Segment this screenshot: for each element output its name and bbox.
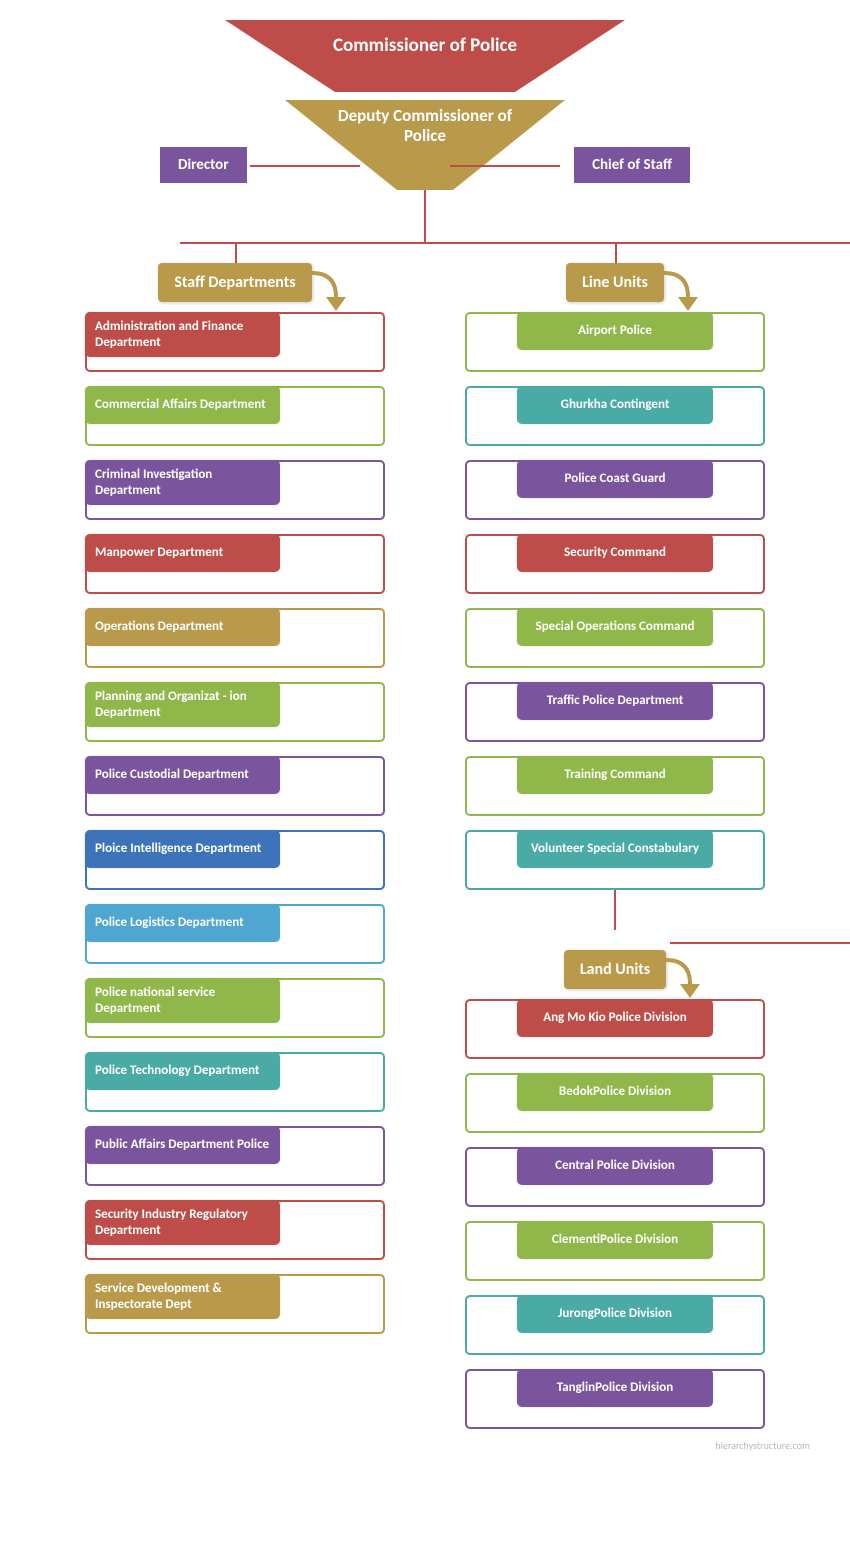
org-item: JurongPolice Division [465,1295,765,1355]
org-item: Police Technology Department [85,1052,385,1112]
org-item: Administration and Finance Department [85,312,385,372]
section-gap [465,890,765,930]
v-connector [615,242,617,264]
section-header-text: Staff Departments [174,273,295,292]
section-header-line: Line Units [566,263,664,302]
side-row: Director Chief of Staff [160,147,690,183]
org-item: Commercial Affairs Department [85,386,385,446]
org-item-label: Manpower Department [85,534,280,572]
org-item-label: Commercial Affairs Department [85,386,280,424]
org-item: Manpower Department [85,534,385,594]
org-item-label: JurongPolice Division [517,1295,712,1333]
commissioner-block: Commissioner of Police [225,20,625,97]
org-item: Police national service Department [85,978,385,1038]
org-item-label: Police Custodial Department [85,756,280,794]
org-item: Special Operations Command [465,608,765,668]
org-item: Criminal Investigation Department [85,460,385,520]
arrow-icon [662,958,702,1003]
section-header-staff: Staff Departments [158,263,311,302]
far-right-hconnector [670,942,850,944]
org-item: Ang Mo Kio Police Division [465,999,765,1059]
org-item: BedokPolice Division [465,1073,765,1133]
org-item-label: Service Development & Inspectorate Dept [85,1274,280,1319]
org-item: Planning and Organizat - ion Department [85,682,385,742]
commissioner-title: Commissioner of Police [225,34,625,57]
org-item-label: Police national service Department [85,978,280,1023]
section-header-text: Line Units [582,273,648,292]
org-item-label: ClementiPolice Division [517,1221,712,1259]
org-item: Police Logistics Department [85,904,385,964]
org-item-label: Planning and Organizat - ion Department [85,682,280,727]
org-item-label: Operations Department [85,608,280,646]
org-item-label: Special Operations Command [517,608,712,646]
org-item: Airport Police [465,312,765,372]
org-item-label: Ang Mo Kio Police Division [517,999,712,1037]
org-item: ClementiPolice Division [465,1221,765,1281]
arrow-icon [660,271,700,316]
org-item: Public Affairs Department Police [85,1126,385,1186]
org-item-label: Police Logistics Department [85,904,280,942]
line-items: Airport Police Ghurkha Contingent Police C… [465,312,765,890]
org-item-label: Traffic Police Department [517,682,712,720]
org-item: Ghurkha Contingent [465,386,765,446]
org-item-label: Training Command [517,756,712,794]
org-item: Service Development & Inspectorate Dept [85,1274,385,1334]
connector-line [250,165,360,167]
org-item-label: Public Affairs Department Police [85,1126,280,1164]
v-connector [235,242,237,264]
org-item: Volunteer Special Constabulary [465,830,765,890]
watermark: hierarchystructure.com [30,1439,820,1452]
org-item: Operations Department [85,608,385,668]
org-item-label: Airport Police [517,312,712,350]
org-item: Police Custodial Department [85,756,385,816]
connector-line [450,165,560,167]
staff-items: Administration and Finance Department Com… [85,312,385,1334]
left-column: Staff Departments Administration and Fin… [85,243,385,1429]
right-column: Line Units Airport Police Ghurkha Conting… [465,243,765,1429]
org-chart: Commissioner of Police Deputy Commission… [30,20,820,1429]
org-item-label: Security Command [517,534,712,572]
org-item: Ploice Intelligence Department [85,830,385,890]
org-item-label: Administration and Finance Department [85,312,280,357]
org-item-label: Police Technology Department [85,1052,280,1090]
org-item: Central Police Division [465,1147,765,1207]
org-item-label: Criminal Investigation Department [85,460,280,505]
arrow-icon [308,271,348,316]
org-item: TanglinPolice Division [465,1369,765,1429]
org-item-label: Ploice Intelligence Department [85,830,280,868]
org-item-label: BedokPolice Division [517,1073,712,1111]
director-box: Director [160,147,247,183]
org-item-label: TanglinPolice Division [517,1369,712,1407]
org-item: Training Command [465,756,765,816]
deputy-title: Deputy Commissioner of Police [325,106,525,147]
columns-wrapper: Staff Departments Administration and Fin… [30,243,820,1429]
org-item: Security Industry Regulatory Department [85,1200,385,1260]
org-item-label: Police Coast Guard [517,460,712,498]
org-item: Police Coast Guard [465,460,765,520]
section-header-text: Land Units [580,960,650,979]
org-item: Security Command [465,534,765,594]
org-item-label: Volunteer Special Constabulary [517,830,712,868]
section-header-land: Land Units [564,950,666,989]
chief-of-staff-box: Chief of Staff [574,147,690,183]
org-item: Traffic Police Department [465,682,765,742]
org-item-label: Security Industry Regulatory Department [85,1200,280,1245]
org-item-label: Central Police Division [517,1147,712,1185]
org-item-label: Ghurkha Contingent [517,386,712,424]
land-items: Ang Mo Kio Police Division BedokPolice Di… [465,999,765,1429]
